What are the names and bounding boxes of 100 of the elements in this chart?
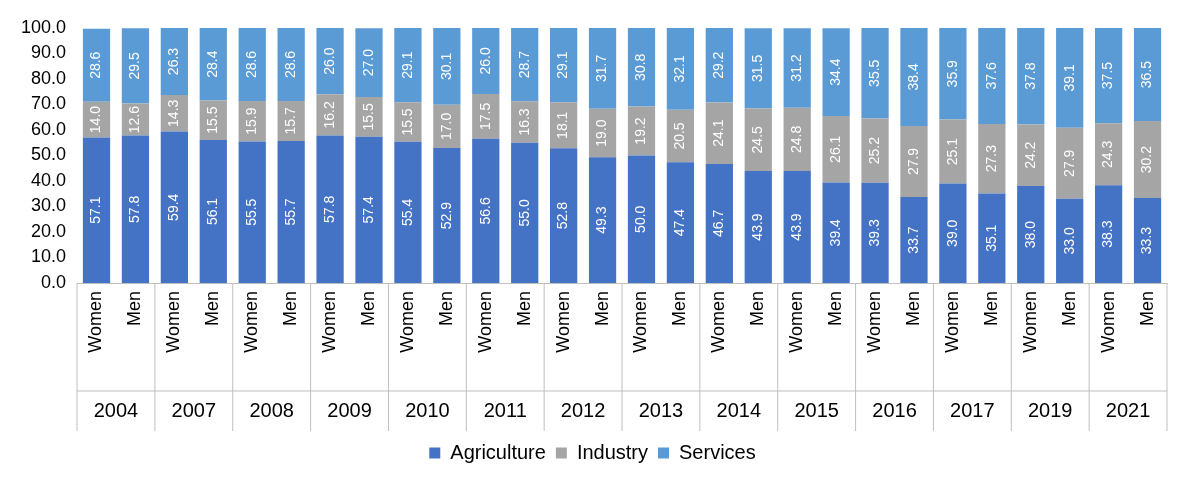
data-label: 20.5 xyxy=(671,122,688,150)
data-label: 19.2 xyxy=(632,117,649,145)
bar xyxy=(1056,198,1084,283)
bar xyxy=(1133,28,1162,122)
x-tick-label: Women xyxy=(1097,291,1118,353)
data-label: 37.8 xyxy=(1021,62,1038,90)
data-label: 35.5 xyxy=(865,59,882,87)
bar xyxy=(160,131,188,283)
y-tick-label: 40.0 xyxy=(31,169,67,190)
x-tick-label: Men xyxy=(902,291,923,327)
data-label: 15.5 xyxy=(398,108,415,136)
x-tick-label: Men xyxy=(124,291,145,327)
y-tick-label: 80.0 xyxy=(31,67,67,88)
data-label: 29.2 xyxy=(710,51,727,79)
data-label: 38.4 xyxy=(904,63,921,91)
text: 2014 xyxy=(716,398,762,421)
data-label: 47.4 xyxy=(671,208,688,237)
text: 2019 xyxy=(1027,398,1073,421)
data-label: 35.9 xyxy=(943,59,960,88)
data-label: 15.9 xyxy=(243,107,260,135)
bar xyxy=(238,141,266,283)
data-label: 27.0 xyxy=(359,48,376,77)
bar xyxy=(1056,28,1084,128)
data-label: 31.5 xyxy=(749,54,766,83)
bar xyxy=(939,119,967,184)
bar xyxy=(705,163,733,283)
bar xyxy=(783,107,811,172)
data-label: 30.2 xyxy=(1138,145,1155,174)
data-label: 49.3 xyxy=(593,206,610,234)
y-tick-label: 100.0 xyxy=(21,16,67,37)
bar xyxy=(1056,127,1084,199)
y-tick-label: 50.0 xyxy=(31,144,67,165)
data-label: 35.1 xyxy=(982,224,999,252)
data-label: 57.8 xyxy=(126,195,143,223)
data-label: 39.0 xyxy=(943,219,960,247)
x-tick-label: Men xyxy=(669,291,690,327)
bar xyxy=(900,28,928,126)
data-label: 56.1 xyxy=(204,197,221,226)
data-label: 37.6 xyxy=(982,62,999,90)
x-tick-label: Women xyxy=(241,291,262,353)
data-label: 29.1 xyxy=(398,51,415,79)
data-label: 55.0 xyxy=(515,199,532,227)
bar xyxy=(238,28,266,101)
bar xyxy=(121,28,150,104)
data-label: 14.3 xyxy=(165,99,182,127)
data-label: 27.3 xyxy=(982,144,999,173)
bar xyxy=(1017,124,1045,187)
data-label: 52.8 xyxy=(554,201,571,230)
text: 2021 xyxy=(1105,398,1151,421)
text: 2012 xyxy=(560,398,606,421)
x-tick-label: Men xyxy=(513,291,534,327)
bar xyxy=(550,28,578,103)
bar xyxy=(199,28,227,101)
bar xyxy=(316,94,344,136)
data-label: 33.7 xyxy=(904,226,921,254)
data-label: 57.4 xyxy=(359,195,376,224)
x-tick-label: Men xyxy=(825,291,846,327)
bar xyxy=(822,182,850,283)
x-tick-label: Women xyxy=(163,291,184,353)
bar xyxy=(900,125,928,198)
text: 2007 xyxy=(171,398,217,421)
legend-label: Industry xyxy=(576,440,649,463)
data-label: 43.9 xyxy=(788,213,805,241)
bar xyxy=(394,141,422,283)
data-label: 18.1 xyxy=(554,111,571,139)
bar xyxy=(861,182,889,283)
data-label: 39.1 xyxy=(1060,64,1077,92)
data-label: 52.9 xyxy=(437,201,454,230)
text: 2008 xyxy=(249,398,294,421)
bar xyxy=(1017,186,1045,283)
data-label: 38.3 xyxy=(1099,220,1116,248)
bar xyxy=(82,137,111,283)
x-tick-label: Men xyxy=(1058,291,1079,327)
data-label: 55.7 xyxy=(282,198,298,226)
bar xyxy=(627,155,656,283)
x-tick-label: Men xyxy=(280,291,301,327)
data-label: 57.1 xyxy=(87,196,104,224)
text: 2015 xyxy=(794,398,839,421)
bar xyxy=(394,102,422,142)
bar xyxy=(744,28,772,109)
data-label: 29.1 xyxy=(554,51,571,79)
text: 2010 xyxy=(405,398,450,421)
bar xyxy=(472,94,500,139)
data-label: 15.7 xyxy=(282,107,298,135)
x-tick-label: Women xyxy=(85,291,106,353)
bar xyxy=(1094,28,1123,124)
bar xyxy=(1094,185,1123,283)
bar xyxy=(705,102,733,164)
bar xyxy=(511,28,539,102)
data-label: 26.0 xyxy=(320,47,337,75)
data-label: 56.6 xyxy=(476,197,493,225)
x-tick-label: Women xyxy=(319,291,340,353)
data-label: 25.1 xyxy=(943,137,960,166)
data-label: 15.5 xyxy=(359,103,376,131)
data-label: 30.8 xyxy=(632,53,649,81)
bar xyxy=(978,193,1006,283)
data-label: 55.4 xyxy=(398,198,415,226)
x-tick-label: Women xyxy=(630,291,651,353)
data-label: 43.9 xyxy=(749,213,766,241)
bar xyxy=(900,197,928,283)
